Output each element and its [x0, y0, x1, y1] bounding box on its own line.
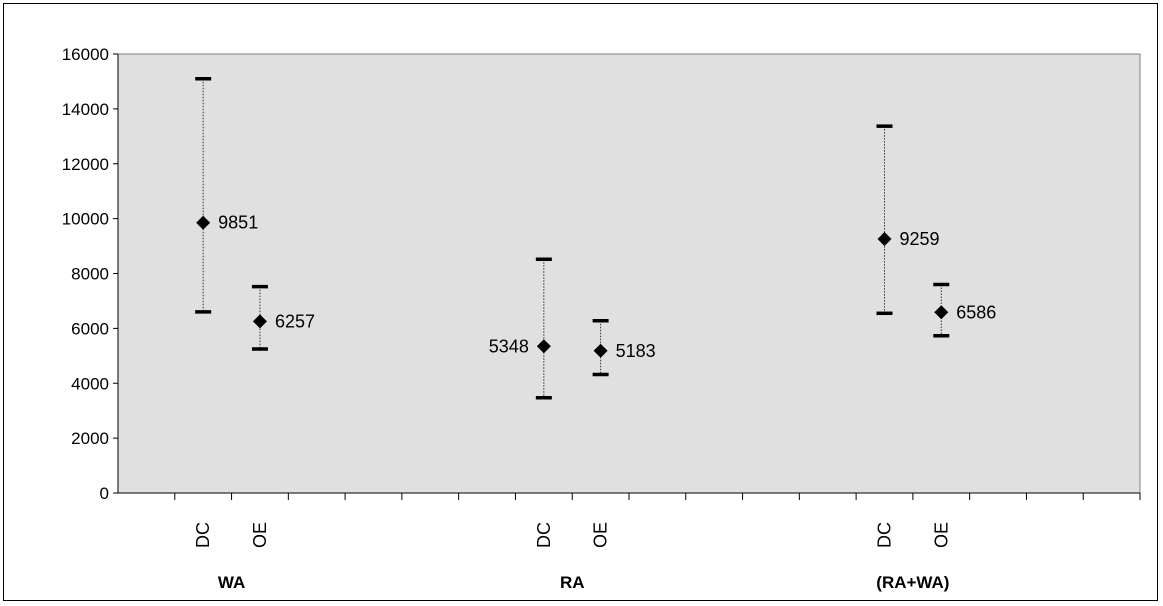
data-value-label: 6257 [275, 311, 315, 331]
y-tick-label: 12000 [62, 155, 109, 174]
plot-background [117, 53, 1141, 494]
x-axis-labels: DC OE DC OE DC OE WA RA (RA+WA) [193, 522, 951, 592]
data-series: 9851 6257 5348 5183 9259 6586 [195, 76, 996, 400]
data-point-marker [934, 305, 949, 320]
y-tick-label: 2000 [71, 429, 109, 448]
y-tick-label: 8000 [71, 265, 109, 284]
plot-area [117, 53, 1141, 494]
data-point-marker [252, 314, 267, 329]
x-category-label: OE [591, 522, 611, 548]
x-category-label: DC [534, 522, 554, 548]
x-group-label: (RA+WA) [876, 573, 949, 592]
data-value-label: 5183 [616, 341, 656, 361]
y-tick-label: 10000 [62, 210, 109, 229]
data-point-marker [593, 343, 608, 358]
data-value-label: 5348 [489, 336, 529, 356]
x-category-label: OE [931, 522, 951, 548]
x-category-label: OE [250, 522, 270, 548]
data-value-label: 9851 [218, 213, 258, 233]
data-point-marker [877, 231, 892, 246]
y-tick-label: 4000 [71, 374, 109, 393]
data-point-marker [196, 215, 211, 230]
data-point-marker [536, 339, 551, 354]
y-tick-label: 0 [100, 484, 109, 503]
data-value-label: 6586 [956, 302, 996, 322]
data-value-label: 9259 [900, 229, 940, 249]
x-group-label: WA [218, 573, 245, 592]
chart-frame: 0 2000 4000 6000 8000 10000 12000 14000 16000 98… [3, 3, 1158, 601]
x-group-label: RA [560, 573, 585, 592]
y-tick-label: 16000 [62, 45, 109, 64]
y-tick-label: 14000 [62, 100, 109, 119]
x-category-label: DC [875, 522, 895, 548]
axes: 0 2000 4000 6000 8000 10000 12000 14000 16000 [62, 45, 1141, 503]
x-category-label: DC [193, 522, 213, 548]
error-bar-chart: 0 2000 4000 6000 8000 10000 12000 14000 16000 98… [62, 45, 1141, 592]
y-tick-label: 6000 [71, 319, 109, 338]
